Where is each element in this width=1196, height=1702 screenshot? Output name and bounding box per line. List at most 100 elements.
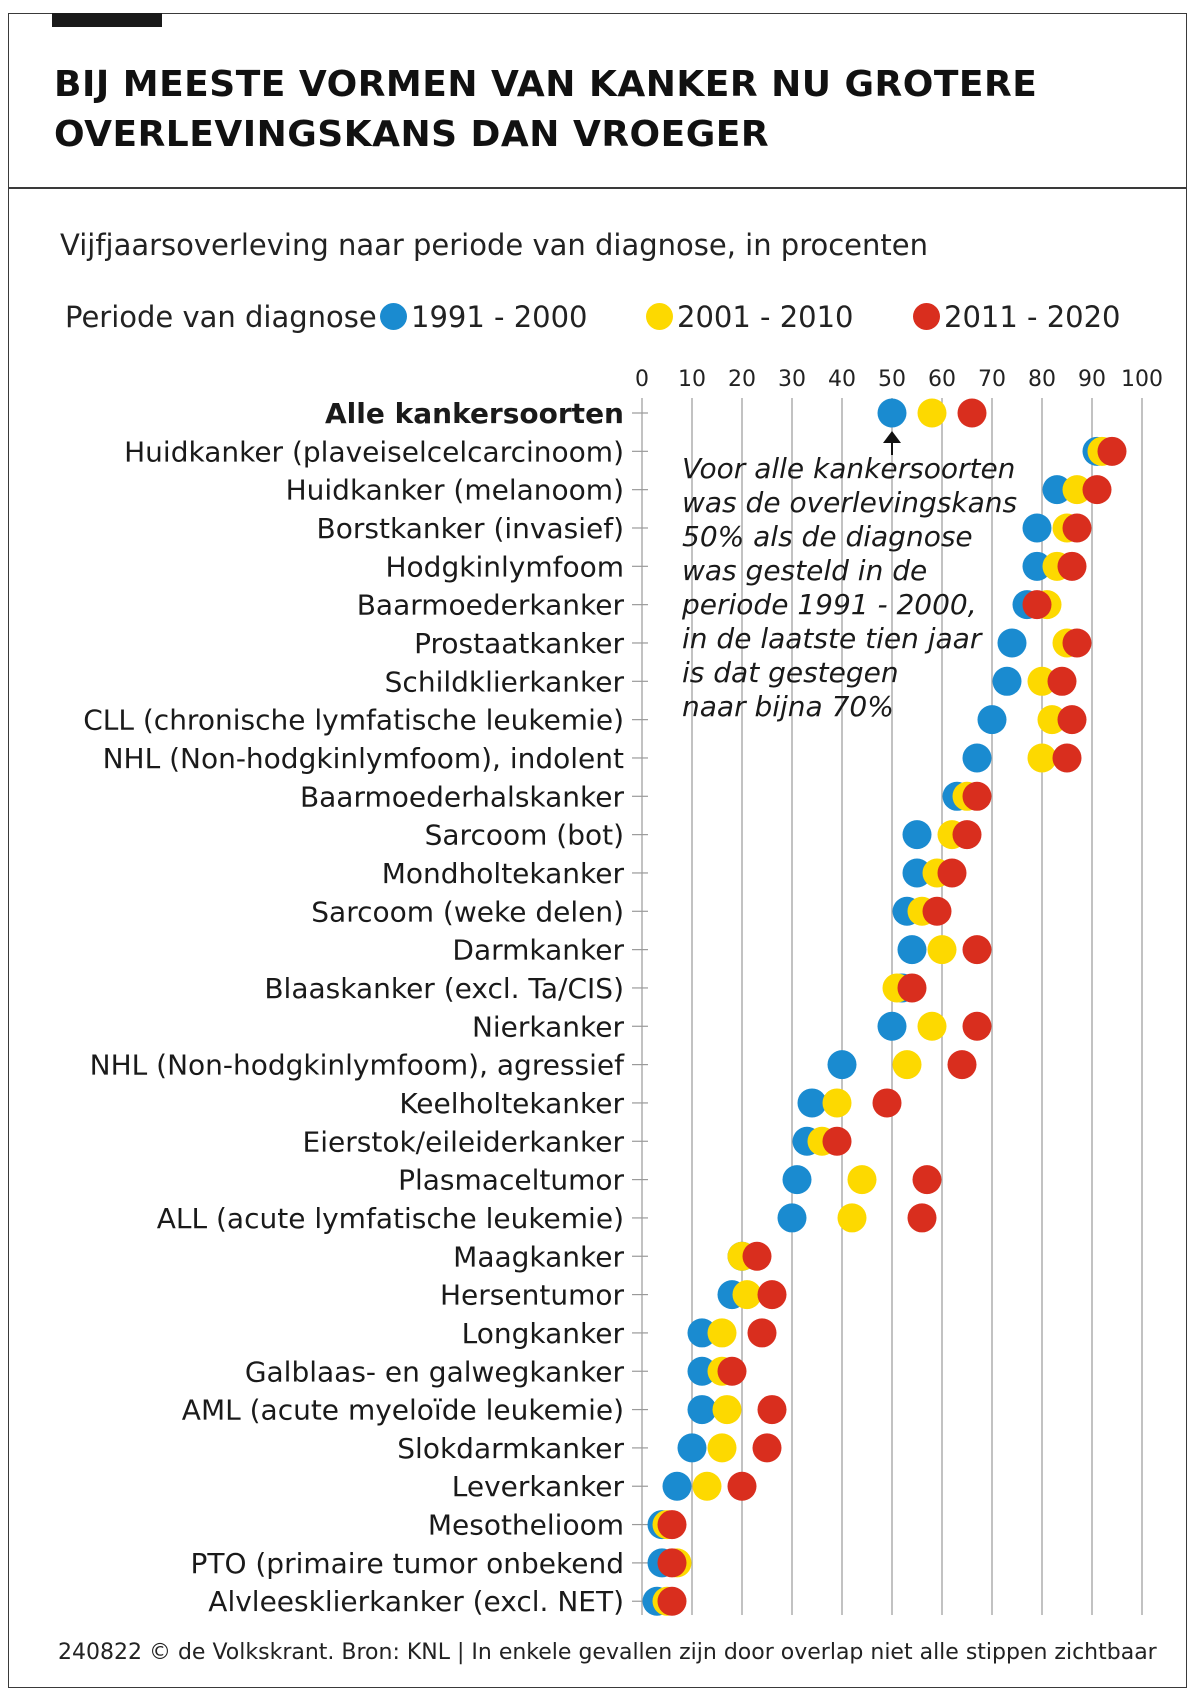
legend-text-2001-2010: 2001 - 2010 xyxy=(677,300,854,334)
data-point xyxy=(922,896,952,926)
x-tick-label: 30 xyxy=(778,367,806,392)
annotation-line: naar bijna 70% xyxy=(682,690,894,723)
data-point xyxy=(1022,590,1052,620)
legend-dot-yellow xyxy=(646,303,673,330)
annotation-line: periode 1991 - 2000, xyxy=(682,588,977,621)
data-point xyxy=(732,1280,762,1310)
row-label: Leverkanker xyxy=(452,1470,625,1503)
data-point xyxy=(1027,743,1057,773)
data-point xyxy=(1097,436,1127,466)
data-point xyxy=(892,1050,922,1080)
row-label: Longkanker xyxy=(462,1317,625,1350)
data-point xyxy=(937,858,967,888)
data-point xyxy=(907,1203,937,1233)
chart-subtitle: Vijfjaarsoverleving naar periode van dia… xyxy=(60,228,928,262)
data-point xyxy=(1037,705,1067,735)
annotation-line: was de overlevingskans xyxy=(682,486,1018,519)
annotation-arrow-head xyxy=(883,431,901,443)
data-point xyxy=(1062,475,1092,505)
row-label: ALL (acute lymfatische leukemie) xyxy=(157,1202,624,1235)
legend-item-2011-2020: 2011 - 2020 xyxy=(913,300,1121,334)
data-point xyxy=(897,935,927,965)
data-point xyxy=(962,935,992,965)
data-point xyxy=(657,1548,687,1578)
row-label: Hodgkinlymfoom xyxy=(386,550,625,583)
header-bar xyxy=(52,13,162,27)
data-point xyxy=(687,1318,717,1348)
data-point xyxy=(822,1126,852,1156)
data-point xyxy=(692,1471,722,1501)
row-label: NHL (Non-hodgkinlymfoom), indolent xyxy=(103,742,624,775)
legend-text-1991-2000: 1991 - 2000 xyxy=(411,300,588,334)
data-point xyxy=(727,1471,757,1501)
x-tick-label: 20 xyxy=(728,367,756,392)
data-point xyxy=(912,1165,942,1195)
data-point xyxy=(1022,513,1052,543)
row-label: Schildklierkanker xyxy=(385,665,625,698)
x-tick-label: 0 xyxy=(635,367,649,392)
source-footer: 240822 © de Volkskrant. Bron: KNL | In e… xyxy=(58,1640,1157,1665)
x-tick-label: 40 xyxy=(828,367,856,392)
annotation-line: is dat gestegen xyxy=(682,656,899,689)
row-label: Maagkanker xyxy=(453,1240,624,1273)
data-point xyxy=(902,820,932,850)
data-point xyxy=(657,1586,687,1616)
data-point xyxy=(707,1433,737,1463)
data-point xyxy=(897,973,927,1003)
data-point xyxy=(1047,666,1077,696)
row-label: Sarcoom (bot) xyxy=(425,819,624,852)
data-point xyxy=(1042,475,1072,505)
data-point xyxy=(662,1471,692,1501)
row-label: Slokdarmkanker xyxy=(397,1432,624,1465)
row-label: Nierkanker xyxy=(472,1010,625,1043)
data-point xyxy=(1027,666,1057,696)
x-tick-label: 10 xyxy=(678,367,706,392)
data-point xyxy=(962,781,992,811)
row-label: Prostaatkanker xyxy=(414,627,624,660)
row-label: Plasmaceltumor xyxy=(398,1164,624,1197)
legend-item-1991-2000: 1991 - 2000 xyxy=(380,300,588,334)
chart-frame xyxy=(8,13,1187,1688)
row-label: Borstkanker (invasief) xyxy=(317,512,624,545)
row-label: NHL (Non-hodgkinlymfoom), agressief xyxy=(90,1049,625,1082)
data-point xyxy=(877,398,907,428)
data-point xyxy=(872,1088,902,1118)
data-point xyxy=(752,1433,782,1463)
x-tick-label: 60 xyxy=(928,367,956,392)
data-point xyxy=(847,1165,877,1195)
legend-dot-blue xyxy=(380,303,407,330)
data-point xyxy=(687,1356,717,1386)
data-point xyxy=(997,628,1027,658)
data-point xyxy=(947,1050,977,1080)
row-label: Alle kankersoorten xyxy=(325,397,624,430)
annotation-line: in de laatste tien jaar xyxy=(682,622,982,655)
data-point xyxy=(927,935,957,965)
data-point xyxy=(837,1203,867,1233)
data-point xyxy=(657,1510,687,1540)
data-point xyxy=(782,1165,812,1195)
x-tick-label: 80 xyxy=(1028,367,1056,392)
data-point xyxy=(1057,551,1087,581)
data-point xyxy=(757,1280,787,1310)
data-point xyxy=(822,1088,852,1118)
data-point xyxy=(677,1433,707,1463)
row-label: Huidkanker (melanoom) xyxy=(286,474,624,507)
row-label: Sarcoom (weke delen) xyxy=(311,895,624,928)
data-point xyxy=(962,743,992,773)
chart-title: BIJ MEESTE VORMEN VAN KANKER NU GROTERE … xyxy=(54,60,1037,160)
data-point xyxy=(877,1011,907,1041)
annotation-note: Voor alle kankersoorten was de overlevin… xyxy=(682,452,1032,724)
data-point xyxy=(707,1318,737,1348)
legend-dot-red xyxy=(913,303,940,330)
data-point xyxy=(777,1203,807,1233)
data-point xyxy=(917,398,947,428)
annotation-line: 50% als de diagnose xyxy=(682,520,973,553)
row-label: PTO (primaire tumor onbekend xyxy=(190,1547,624,1580)
row-label: AML (acute myeloïde leukemie) xyxy=(182,1394,624,1427)
annotation-line: Voor alle kankersoorten xyxy=(682,452,1016,485)
row-label: Galblaas- en galwegkanker xyxy=(245,1355,625,1388)
legend-label: Periode van diagnose xyxy=(65,300,377,334)
data-point xyxy=(1057,705,1087,735)
x-tick-label: 50 xyxy=(878,367,906,392)
